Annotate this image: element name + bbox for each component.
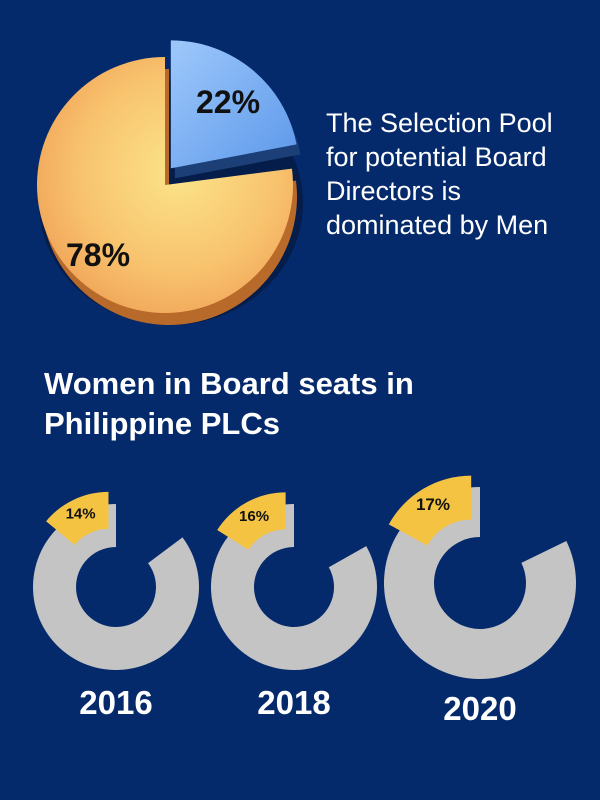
selection-pool-pie-chart: 22% 78%: [36, 40, 303, 325]
donut-highlight-slice: [217, 492, 286, 550]
donut-chart-2016: 14% 2016: [33, 491, 200, 721]
pie-label-men: 78%: [66, 237, 130, 273]
donut-year-label: 2016: [79, 684, 152, 721]
pie-slice-women: [170, 40, 297, 169]
donut-track: [33, 503, 200, 670]
donut-year-label: 2020: [443, 690, 516, 727]
donut-value-label: 16%: [239, 508, 269, 525]
donut-year-label: 2018: [257, 684, 330, 721]
donut-value-label: 17%: [416, 495, 450, 514]
pie-label-women: 22%: [196, 84, 260, 120]
donut-chart-2020: 17% 2020: [384, 475, 577, 727]
section-title: Women in Board seats in Philippine PLCs: [44, 366, 414, 441]
donut-track: [210, 504, 377, 670]
pie-slice-men: [36, 57, 294, 313]
donut-chart-2018: 16% 2018: [210, 492, 377, 721]
donut-value-label: 14%: [66, 506, 96, 523]
donut-highlight-slice: [388, 475, 472, 546]
selection-pool-headline: The Selection Pool for potential Board D…: [326, 108, 553, 240]
donut-highlight-slice: [46, 491, 109, 545]
